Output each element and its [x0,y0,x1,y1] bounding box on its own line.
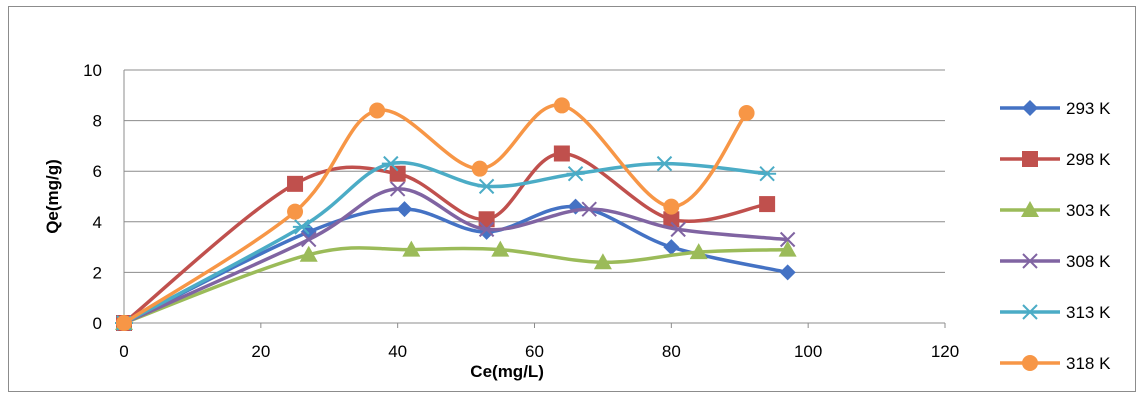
legend-item: 303 K [1000,201,1111,220]
data-point [778,240,797,257]
legend-marker [1022,151,1038,167]
series-293-k [116,198,796,331]
data-point [287,175,304,192]
data-point [758,166,777,182]
legend-label: 308 K [1066,252,1111,271]
data-point [553,145,570,162]
y-axis-title: Qe(mg/g) [43,159,62,234]
x-tick-label: 40 [388,342,407,361]
series-line [123,204,789,325]
legend-marker [1022,355,1038,371]
data-point [553,97,570,114]
axes [123,70,946,328]
gridlines [124,69,945,324]
data-point [116,315,132,331]
data-point [396,201,413,218]
data-point [670,221,686,238]
series-313-k [115,155,777,331]
data-point [779,264,796,281]
data-point [402,240,421,257]
data-point [655,155,674,172]
series-line [123,246,788,325]
y-tick-label: 2 [93,263,102,282]
data-point [369,102,386,119]
legend-marker [1022,100,1038,116]
legend-label: 318 K [1066,354,1111,373]
data-point [299,245,318,262]
data-point [389,165,406,182]
series-303-k [115,240,797,330]
legend-label: 313 K [1066,303,1111,322]
data-point [287,203,304,220]
legend-marker [1022,253,1038,269]
legend-item: 313 K [1000,303,1111,322]
data-point [663,211,680,228]
series-line [122,151,768,325]
data-point [759,196,776,213]
y-tick-label: 6 [93,162,102,181]
y-tick-label: 0 [93,314,102,333]
data-point [689,243,708,260]
data-point [478,211,495,228]
x-tick-label: 120 [931,342,959,361]
data-point [581,201,597,217]
data-point [389,181,406,197]
data-point [663,239,680,256]
series-line [123,103,748,325]
legend-label: 303 K [1066,201,1111,220]
data-point [381,155,400,172]
data-point [663,198,680,215]
data-point [566,166,585,182]
data-point [301,231,317,248]
legend-item: 298 K [1000,150,1111,169]
legend-label: 298 K [1066,150,1111,169]
legend: 293 K 298 K 303 K 308 K 313 K 318 K [1000,99,1111,373]
legend-item: 308 K [1000,252,1111,271]
x-tick-label: 20 [251,342,270,361]
legend-item: 318 K [1000,354,1111,373]
data-point [477,178,496,195]
x-tick-label: 80 [662,342,681,361]
y-tick-label: 8 [93,112,102,131]
data-point [292,219,311,235]
y-tick-label: 4 [93,213,102,232]
series-318-k [116,97,755,331]
legend-item: 293 K [1000,99,1111,118]
legend-marker [1021,304,1039,320]
series-group [115,97,797,331]
y-tick-label: 10 [83,61,102,80]
data-point [471,160,488,177]
data-point [738,105,755,122]
x-axis-title: Ce(mg/L) [470,362,544,381]
x-tick-label: 0 [119,342,128,361]
series-308-k [116,181,796,331]
x-tick-label: 100 [794,342,822,361]
data-point [478,221,495,238]
data-point [593,253,612,270]
x-tick-label: 60 [525,342,544,361]
legend-label: 293 K [1066,99,1111,118]
data-point [491,240,510,257]
legend-marker [1021,201,1039,217]
data-point [779,231,796,248]
